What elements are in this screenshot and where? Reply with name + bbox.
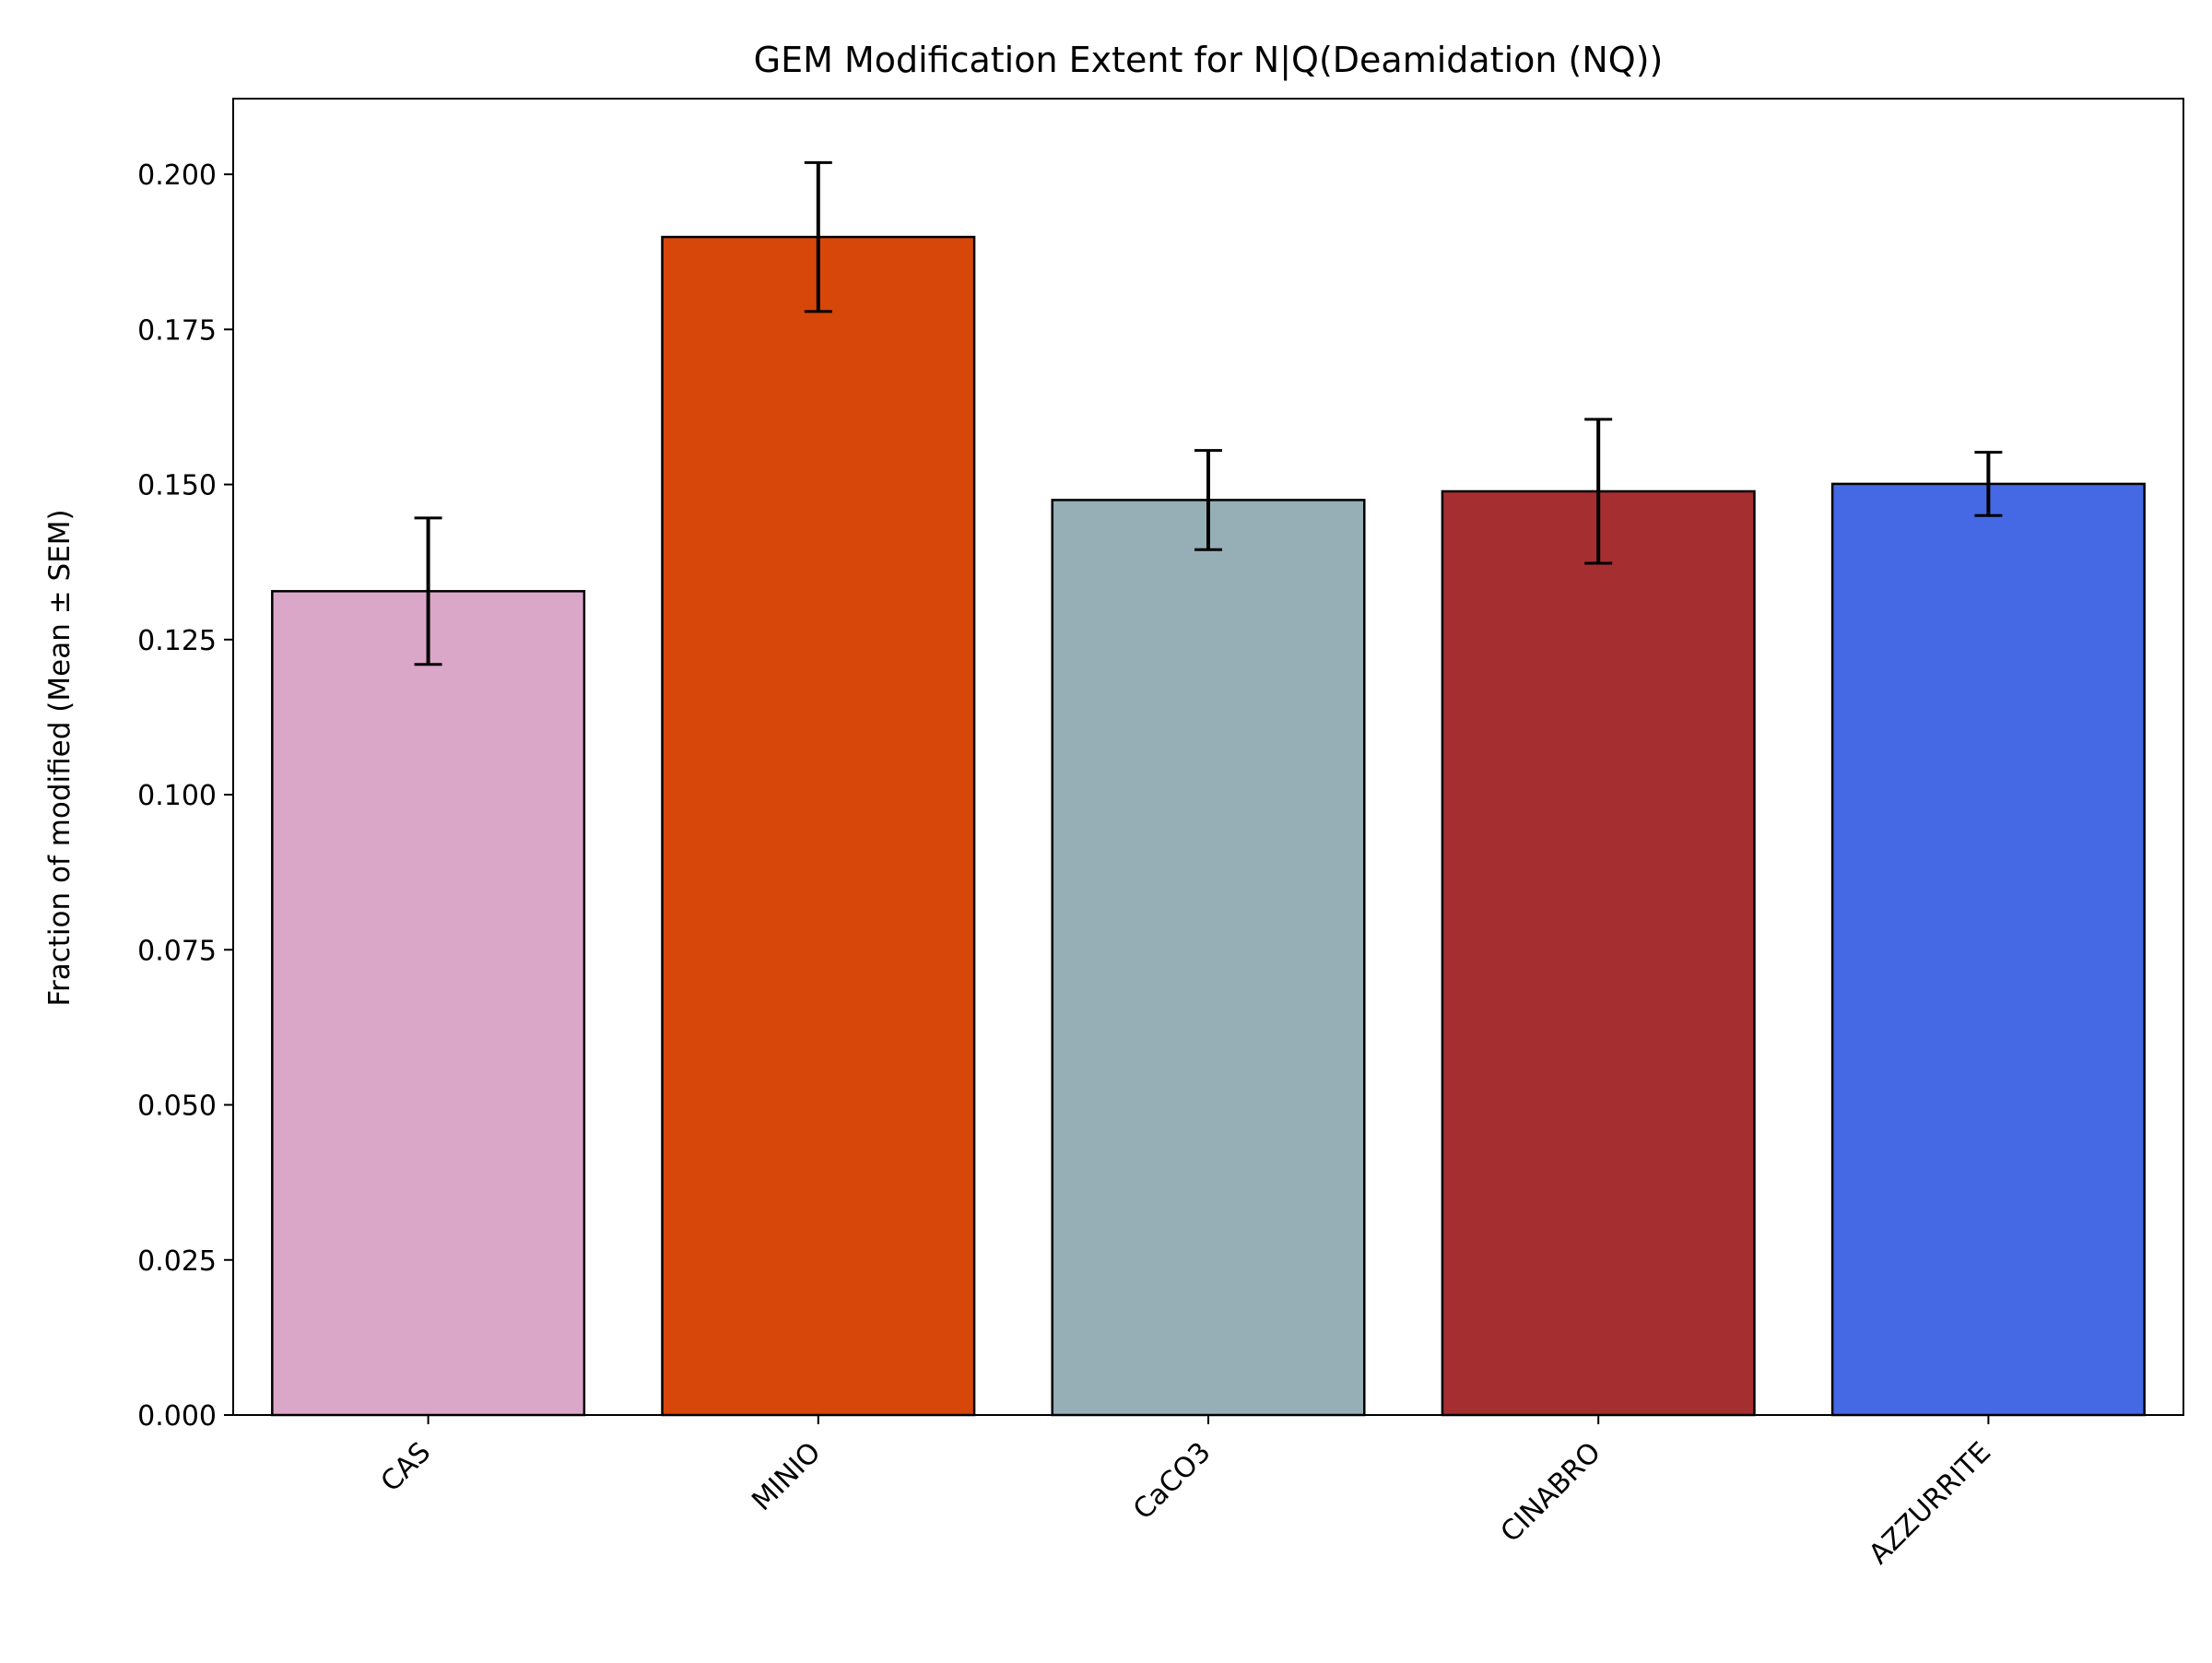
plot-area xyxy=(271,160,2146,1417)
y-tick-label: 0.200 xyxy=(137,159,217,192)
y-tick-label: 0.050 xyxy=(137,1091,217,1123)
y-tick-label: 0.000 xyxy=(137,1400,217,1433)
y-axis: 0.000 0.025 0.050 0.075 0.100 0.125 0.150 0.175… xyxy=(137,159,233,1433)
error-bar-minio xyxy=(804,160,832,313)
y-tick-label: 0.100 xyxy=(137,780,217,812)
y-axis-label: Fraction of modified (Mean ± SEM) xyxy=(43,509,76,1006)
x-tick-label-minio: MINIO xyxy=(746,1436,827,1517)
error-bar-caco3 xyxy=(1194,449,1222,551)
bar-minio xyxy=(661,235,976,1417)
y-tick-label: 0.075 xyxy=(137,935,217,967)
chart-title: GEM Modification Extent for N|Q(Deamidat… xyxy=(754,40,1664,81)
y-tick-label: 0.125 xyxy=(137,625,217,657)
x-tick-label-azzurrite: AZZURRITE xyxy=(1863,1436,1997,1571)
plot-frame xyxy=(232,98,2184,1416)
error-bar-cas xyxy=(414,516,442,666)
x-tick-label-cinabro: CINABRO xyxy=(1495,1436,1607,1549)
y-tick-label: 0.025 xyxy=(137,1245,217,1278)
x-tick-label-caco3: CaCO3 xyxy=(1127,1436,1218,1527)
y-tick-label: 0.175 xyxy=(137,314,217,347)
error-bar-azzurrite xyxy=(1974,451,2003,517)
bar-caco3 xyxy=(1051,499,1366,1417)
x-tick-label-cas: CAS xyxy=(375,1436,438,1499)
bar-cas xyxy=(271,590,586,1417)
bar-azzurrite xyxy=(1830,482,2146,1417)
y-tick-label: 0.150 xyxy=(137,470,217,502)
error-bar-cinabro xyxy=(1584,418,1613,565)
bar-cinabro xyxy=(1441,489,1756,1417)
x-axis: CAS MINIO CaCO3 CINABRO AZZURRITE xyxy=(375,1415,1997,1571)
